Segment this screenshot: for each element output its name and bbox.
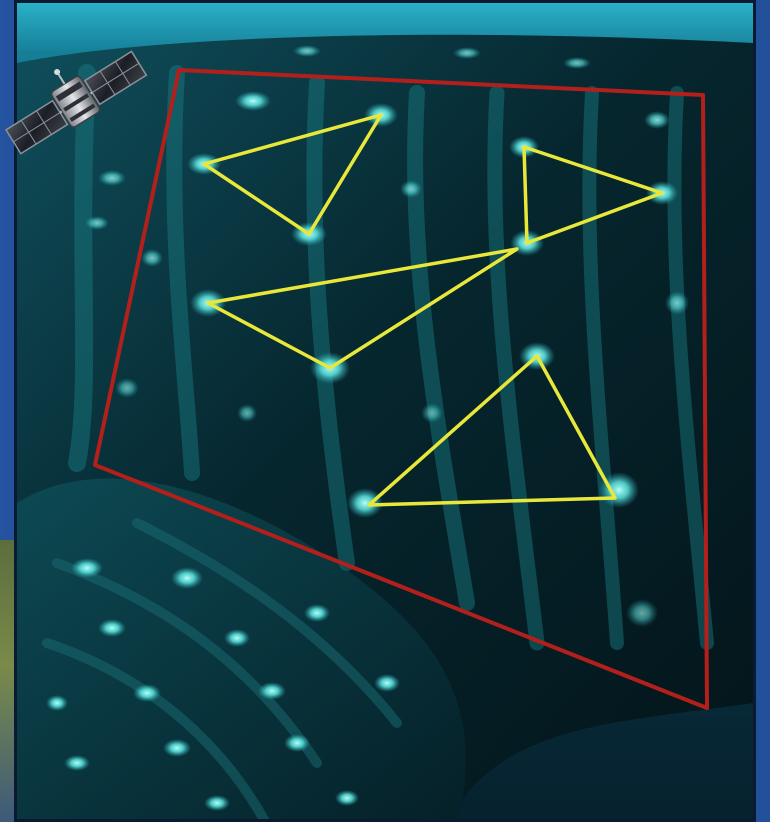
satellite-icon: [4, 50, 148, 155]
triangle-3: [206, 247, 519, 370]
triangle-1: [202, 113, 383, 236]
pectoral-fin: [17, 478, 466, 819]
triangle-2: [522, 145, 664, 245]
whale-shark-photo: [14, 0, 756, 822]
spot-triangles: [202, 113, 664, 507]
whale-shark-scene: [17, 3, 753, 819]
triangle-4: [367, 354, 617, 507]
body-stripes: [68, 64, 714, 651]
spot-pattern: [46, 45, 689, 811]
analysis-region-outline: [93, 68, 709, 710]
